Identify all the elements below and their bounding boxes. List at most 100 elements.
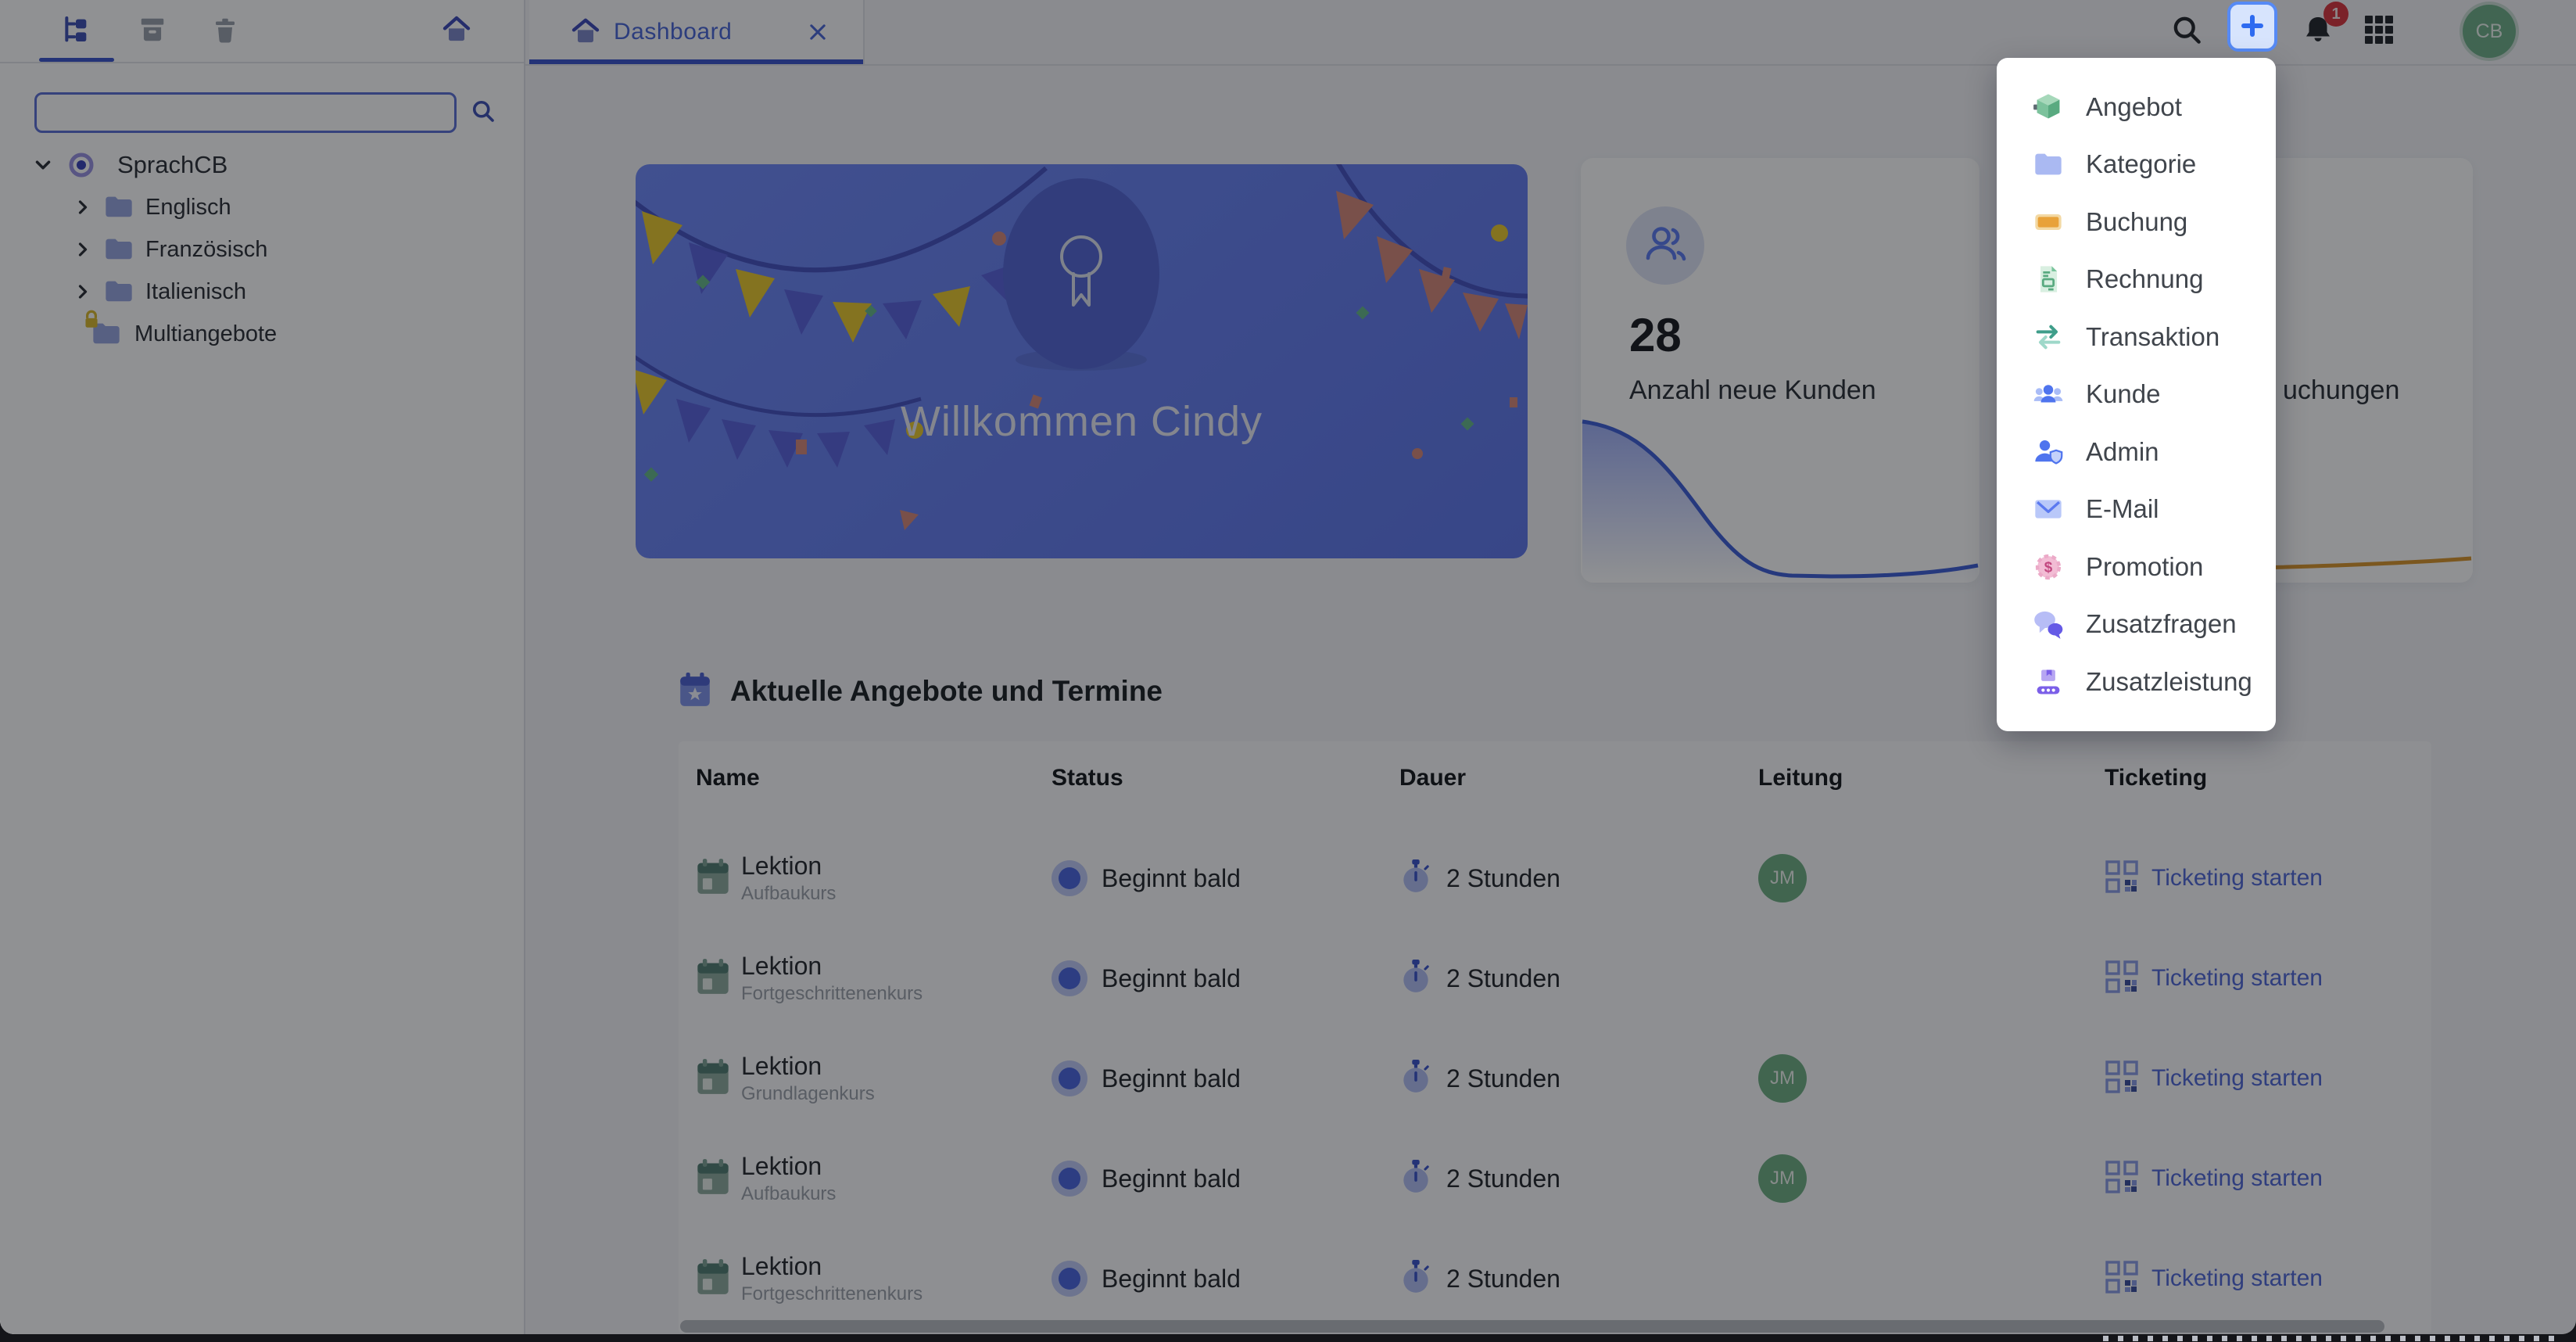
table-row[interactable]: Lektion Aufbaukurs Beginnt bald 2 Stunde… bbox=[679, 1128, 2431, 1229]
table-row[interactable]: Lektion Aufbaukurs Beginnt bald 2 Stunde… bbox=[679, 828, 2431, 928]
chevron-down-icon[interactable] bbox=[31, 153, 55, 177]
menu-item-promotion[interactable]: $ Promotion bbox=[1997, 538, 2276, 596]
leader-avatar[interactable]: JM bbox=[1758, 1054, 1807, 1103]
leader-avatar[interactable]: JM bbox=[1758, 854, 1807, 902]
customers-sparkline bbox=[1582, 419, 1979, 583]
menu-item-kategorie[interactable]: Kategorie bbox=[1997, 136, 2276, 194]
course-calendar-icon bbox=[696, 1058, 730, 1100]
section-heading: Aktuelle Angebote und Termine bbox=[679, 669, 1163, 713]
course-calendar-icon bbox=[696, 858, 730, 899]
ticketing-link[interactable]: Ticketing starten bbox=[2151, 1265, 2323, 1291]
leader-cell: JM bbox=[1758, 1128, 1807, 1229]
ticketing-link[interactable]: Ticketing starten bbox=[2151, 965, 2323, 991]
trash-icon bbox=[211, 15, 239, 48]
ticketing-cell: Ticketing starten bbox=[2105, 1128, 2323, 1229]
global-search-button[interactable] bbox=[2166, 11, 2207, 52]
tree-item-italienisch[interactable]: Italienisch bbox=[0, 271, 524, 313]
menu-item-label: Zusatzleistung bbox=[2086, 666, 2252, 696]
people-icon bbox=[1641, 220, 1689, 272]
menu-item-admin[interactable]: Admin bbox=[1997, 423, 2276, 481]
status-dot-icon bbox=[1052, 1161, 1087, 1197]
table-row[interactable]: Lektion Fortgeschrittenenkurs Beginnt ba… bbox=[679, 1229, 2431, 1329]
tree-item-label: Multiangebote bbox=[134, 321, 278, 346]
menu-item-zusatzleistung[interactable]: Zusatzleistung bbox=[1997, 653, 2276, 711]
group-icon bbox=[2033, 379, 2064, 410]
chevron-right-icon[interactable] bbox=[72, 239, 94, 260]
col-header-dauer: Dauer bbox=[1399, 765, 1467, 791]
tree-item-multiangebote[interactable]: Multiangebote bbox=[0, 310, 524, 355]
sidebar: SprachCB Englisch bbox=[0, 0, 525, 1334]
status-dot-icon bbox=[1052, 860, 1087, 896]
home-icon bbox=[570, 16, 601, 51]
menu-item-rechnung[interactable]: Rechnung bbox=[1997, 251, 2276, 309]
status-cell: Beginnt bald bbox=[1052, 828, 1241, 928]
duration-text: 2 Stunden bbox=[1446, 1264, 1560, 1293]
table-header: Name Status Dauer Leitung Ticketing bbox=[679, 765, 2431, 806]
tree-item-englisch[interactable]: Englisch bbox=[0, 186, 524, 228]
horizontal-scrollbar-thumb[interactable] bbox=[680, 1320, 2384, 1333]
menu-item-transaktion[interactable]: Transaktion bbox=[1997, 308, 2276, 366]
stat-card-new-customers: 28 Anzahl neue Kunden bbox=[1581, 158, 1979, 583]
tree-item-französisch[interactable]: Französisch bbox=[0, 228, 524, 271]
sidebar-search-input[interactable] bbox=[34, 92, 457, 133]
close-icon[interactable] bbox=[804, 19, 831, 45]
ticketing-link[interactable]: Ticketing starten bbox=[2151, 865, 2323, 891]
col-header-name: Name bbox=[696, 765, 760, 791]
row-subtitle: Aufbaukurs bbox=[741, 883, 837, 904]
stopwatch-icon bbox=[1399, 959, 1432, 999]
active-tab-underline bbox=[529, 59, 863, 64]
duration-text: 2 Stunden bbox=[1446, 1164, 1560, 1193]
archive-button[interactable] bbox=[132, 11, 173, 52]
tree-view-button[interactable] bbox=[56, 11, 96, 52]
notifications-button[interactable] bbox=[2298, 11, 2338, 52]
chevron-right-icon[interactable] bbox=[72, 281, 94, 303]
qr-ticket-icon bbox=[2105, 1160, 2139, 1198]
create-plus-button[interactable] bbox=[2227, 2, 2277, 52]
table-row[interactable]: Lektion Fortgeschrittenenkurs Beginnt ba… bbox=[679, 928, 2431, 1028]
receipt-icon bbox=[2033, 264, 2064, 295]
leader-avatar[interactable]: JM bbox=[1758, 1154, 1807, 1203]
apps-grid-button[interactable] bbox=[2359, 11, 2399, 52]
row-subtitle: Fortgeschrittenenkurs bbox=[741, 983, 923, 1004]
row-name: Lektion bbox=[741, 852, 822, 880]
sidebar-home-button[interactable] bbox=[436, 11, 477, 52]
ticketing-cell: Ticketing starten bbox=[2105, 828, 2323, 928]
menu-item-label: Zusatzfragen bbox=[2086, 609, 2237, 639]
row-subtitle: Fortgeschrittenenkurs bbox=[741, 1283, 923, 1304]
col-header-status: Status bbox=[1052, 765, 1123, 791]
qr-ticket-icon bbox=[2105, 960, 2139, 998]
duration-cell: 2 Stunden bbox=[1399, 828, 1560, 928]
status-cell: Beginnt bald bbox=[1052, 1229, 1241, 1329]
row-name: Lektion bbox=[741, 1252, 822, 1280]
stopwatch-icon bbox=[1399, 1059, 1432, 1099]
chats-icon bbox=[2033, 608, 2064, 640]
ticketing-link[interactable]: Ticketing starten bbox=[2151, 1065, 2323, 1091]
menu-item-e-mail[interactable]: E-Mail bbox=[1997, 481, 2276, 539]
duration-text: 2 Stunden bbox=[1446, 863, 1560, 892]
tree-item-label: Italienisch bbox=[145, 278, 246, 304]
folder-icon bbox=[2033, 149, 2064, 180]
tree-item-label: Französisch bbox=[145, 236, 268, 262]
status-dot-icon bbox=[1052, 1060, 1087, 1096]
tree-item-sprachcb[interactable]: SprachCB bbox=[0, 144, 524, 186]
service-icon bbox=[2033, 666, 2064, 698]
status-cell: Beginnt bald bbox=[1052, 1128, 1241, 1229]
menu-item-buchung[interactable]: Buchung bbox=[1997, 193, 2276, 251]
menu-item-angebot[interactable]: Angebot bbox=[1997, 78, 2276, 136]
package-icon bbox=[2033, 92, 2064, 123]
tab-dashboard[interactable]: Dashboard bbox=[529, 0, 865, 64]
menu-item-zusatzfragen[interactable]: Zusatzfragen bbox=[1997, 596, 2276, 654]
ticketing-link[interactable]: Ticketing starten bbox=[2151, 1165, 2323, 1191]
status-text: Beginnt bald bbox=[1102, 1064, 1241, 1093]
name-cell: Lektion Aufbaukurs bbox=[696, 1128, 836, 1229]
table-row[interactable]: Lektion Grundlagenkurs Beginnt bald 2 St… bbox=[679, 1028, 2431, 1128]
trash-button[interactable] bbox=[205, 11, 245, 52]
menu-item-kunde[interactable]: Kunde bbox=[1997, 366, 2276, 424]
active-tool-underline bbox=[39, 58, 114, 62]
sidebar-search-button[interactable] bbox=[466, 95, 500, 130]
stat-label-partial: uchungen bbox=[2283, 375, 2400, 405]
user-avatar[interactable]: CB bbox=[2463, 5, 2516, 58]
chevron-right-icon[interactable] bbox=[72, 196, 94, 218]
